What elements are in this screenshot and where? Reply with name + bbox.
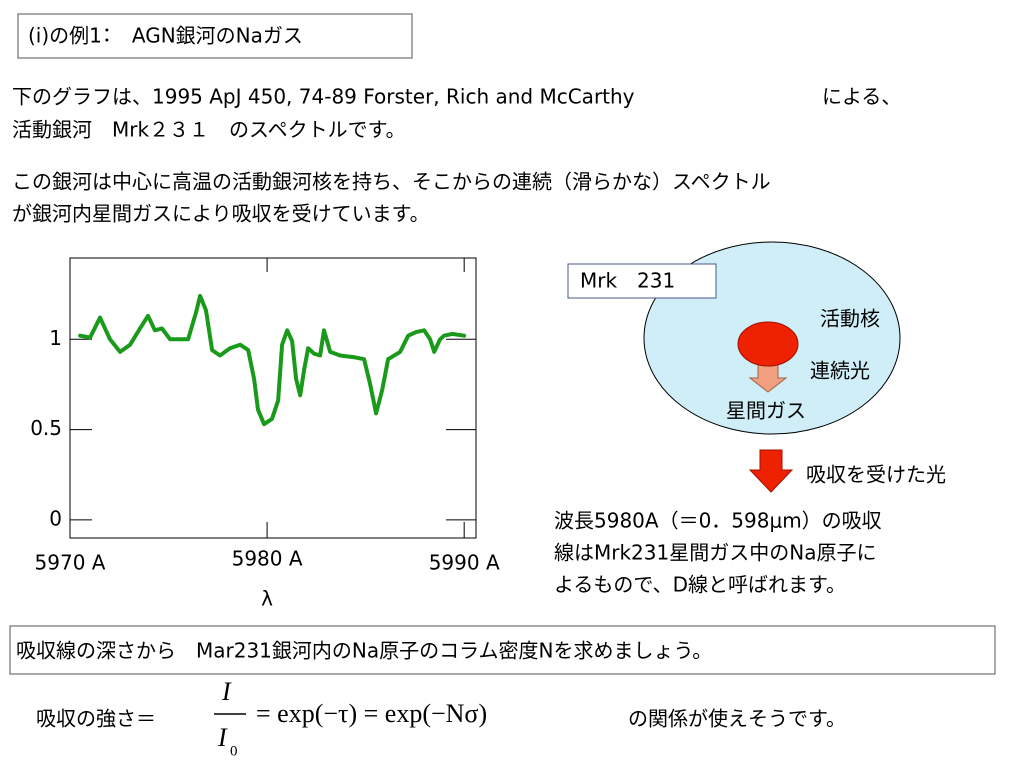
label: 連続光 xyxy=(810,359,870,383)
galaxy-label: Mrk 231 xyxy=(580,269,675,293)
intro-text: による、 xyxy=(822,85,901,109)
plot-frame xyxy=(69,257,477,539)
label: 吸収を受けた光 xyxy=(806,463,946,487)
title-box xyxy=(17,13,413,59)
note: よるもので、D線と呼ばれます。 xyxy=(554,573,846,597)
spectrum-line xyxy=(78,293,467,427)
title: (i)の例1： AGN銀河のNaガス xyxy=(28,24,303,48)
label: 星間ガス xyxy=(726,399,806,423)
intro-text: 下のグラフは、1995 ApJ 450, 74-89 Forster, Rich… xyxy=(12,85,635,109)
label-box xyxy=(567,263,717,299)
x-tick-label: 5980 A xyxy=(232,547,303,571)
denominator: I xyxy=(217,723,228,752)
nucleus xyxy=(737,321,799,367)
formula-rhs: = exp(−τ) = exp(−Nσ) xyxy=(256,699,487,728)
intro-text: が銀河内星間ガスにより吸収を受けています。 xyxy=(12,202,430,226)
y-tick-label: 0.5 xyxy=(30,416,62,440)
x-tick-label: 5990 A xyxy=(429,551,500,575)
spectrum-chart: 0 0.5 1 5970 A 5980 A 5990 A λ xyxy=(30,257,500,611)
note: 波長5980A（＝0．598μm）の吸収 xyxy=(554,509,882,533)
task-box xyxy=(9,625,996,675)
numerator: I xyxy=(221,677,232,706)
x-tick-label: 5970 A xyxy=(35,551,106,575)
intro-text: 活動銀河 Mrk２３１ のスペクトルです。 xyxy=(12,118,406,142)
y-tick-label: 1 xyxy=(49,326,62,350)
arrow xyxy=(748,449,794,493)
y-tick-label: 0 xyxy=(49,506,62,530)
formula-text: の関係が使えそうです。 xyxy=(628,707,846,731)
label: 活動核 xyxy=(820,307,880,331)
intro-text: この銀河は中心に高温の活動銀河核を持ち、そこからの連続（滑らかな）スペクトル xyxy=(12,170,771,194)
note: 線はMrk231星間ガス中のNa原子に xyxy=(554,541,876,565)
subscript: 0 xyxy=(230,743,238,759)
x-axis-label: λ xyxy=(261,587,273,611)
task: 吸収線の深さから Mar231銀河内のNa原子のコラム密度Nを求めましょう。 xyxy=(16,639,712,663)
galaxy-diagram: Mrk 231 活動核 連続光 星間ガス 吸収を受けた光 波長5980A（＝0．… xyxy=(554,241,946,597)
formula-text: 吸収の強さ＝ xyxy=(36,707,156,731)
